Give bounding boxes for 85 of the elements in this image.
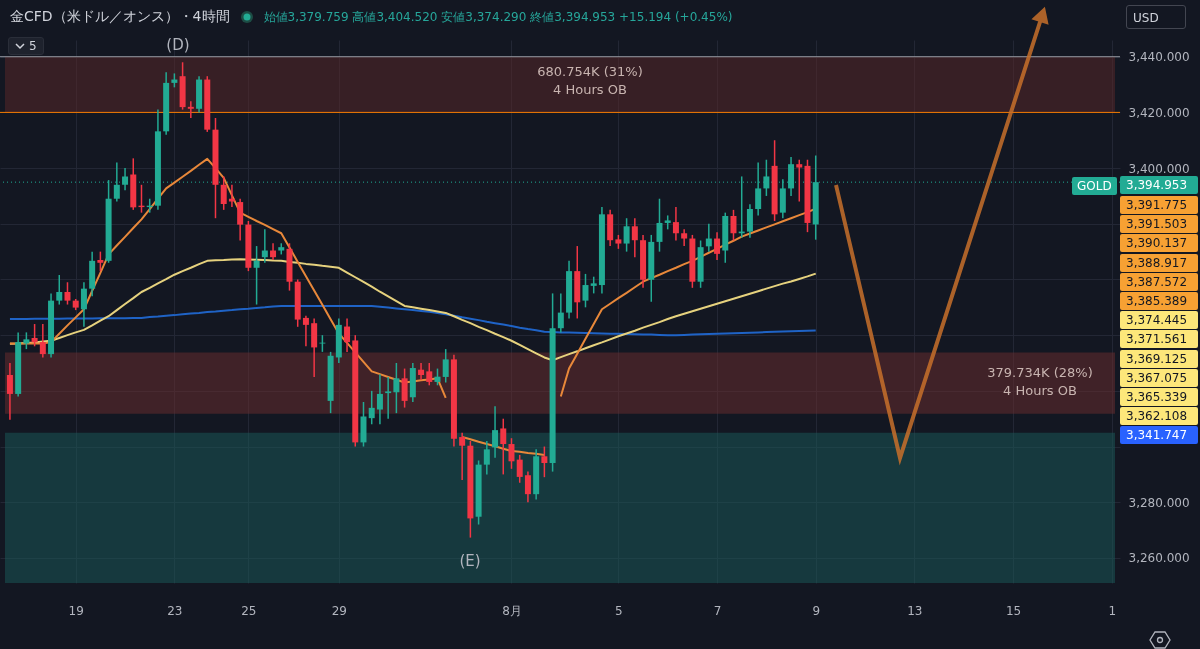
candlestick (656, 197, 663, 253)
x-tick-label: 13 (907, 603, 923, 618)
candlestick (228, 184, 235, 208)
candlestick (261, 228, 268, 264)
chart-subtitle: 始値3,379.759 高値3,404.520 安値3,374.290 終値3,394.953 +15.194 (+0.45%) (263, 8, 733, 26)
candlestick (97, 250, 104, 272)
candlestick (508, 437, 515, 470)
candlestick (541, 445, 548, 478)
text: 3,385.389 (1120, 292, 1198, 310)
candlestick (80, 281, 87, 328)
candlestick (187, 100, 194, 119)
candlestick (122, 167, 129, 192)
text: 3,387.572 (1120, 272, 1198, 291)
x-tick-label: 8月 (502, 603, 522, 618)
x-tick-label: 1 (1108, 603, 1117, 618)
candlestick (302, 314, 309, 348)
text: 3,391.775 (1120, 196, 1198, 214)
candlestick (500, 417, 507, 476)
candlestick (220, 175, 227, 211)
candlestick (582, 273, 589, 309)
y-tick-label: 3,420.000 (1128, 105, 1190, 120)
candlestick (56, 274, 63, 306)
band-label: 680.754K (31%) (537, 64, 643, 79)
annotation: (E) (459, 552, 481, 570)
text: 3,374.445 (1120, 311, 1198, 330)
candlestick (442, 348, 449, 384)
candlestick (393, 362, 400, 414)
text: 3,388.917 (1120, 253, 1198, 272)
candlestick (459, 431, 466, 481)
x-tick-label: 7 (713, 603, 722, 618)
candlestick (368, 390, 375, 426)
candlestick (730, 209, 737, 242)
candlestick (631, 217, 638, 258)
line-series (8, 304, 817, 337)
annotation: 4 Hours OB (1003, 382, 1077, 398)
candlestick (6, 362, 13, 421)
candlestick (672, 206, 679, 242)
candlestick (385, 376, 392, 420)
candlestick (483, 440, 490, 476)
y-tick-label: 3,260.000 (1128, 551, 1190, 566)
x-tick-label: 9 (812, 603, 821, 618)
x-tick-label: 5 (615, 603, 623, 618)
candlestick (623, 217, 630, 253)
candlestick (64, 281, 71, 306)
text: 3,367.075 (1120, 368, 1198, 387)
candlestick (418, 362, 425, 381)
candlestick (524, 470, 531, 503)
y-tick-label: 3,280.000 (1128, 495, 1190, 510)
ref-line-label: GOLD (1072, 177, 1117, 196)
candlestick (237, 197, 244, 242)
text: 3,369.125 (1120, 349, 1198, 368)
text: 3,371.561 (1120, 330, 1198, 349)
text: 3,390.137 (1120, 234, 1198, 253)
candlestick (714, 231, 721, 261)
x-tick-label: 15 (1005, 603, 1022, 618)
text: 3,362.108 (1120, 407, 1198, 426)
candlestick (492, 405, 499, 459)
x-tick-label: 25 (241, 603, 257, 618)
annotation: 4 Hours OB (553, 81, 627, 97)
y-tick-label: 3,440.000 (1128, 50, 1190, 65)
y-tick-label: 3,400.000 (1128, 161, 1190, 176)
text: USD (1126, 5, 1186, 29)
chart-title: 金CFD（米ドル／オンス）・4時間 (10, 8, 230, 26)
annotation: 5 (8, 37, 44, 55)
text: 3,365.339 (1120, 388, 1198, 406)
x-tick-label: 29 (331, 603, 347, 618)
candlestick (746, 203, 753, 239)
candlestick (516, 454, 523, 484)
x-tick-label: 19 (68, 603, 84, 618)
text: 3,391.503 (1120, 215, 1198, 234)
candlestick (401, 367, 408, 409)
candlestick (426, 362, 433, 387)
text: 3,394.953 (1120, 176, 1198, 194)
candlestick (763, 158, 770, 197)
x-tick-label: 23 (167, 603, 183, 618)
candlestick (796, 158, 803, 203)
candlestick (31, 323, 38, 348)
candlestick (253, 245, 260, 306)
text: 3,341.747 (1120, 426, 1198, 445)
candlestick (376, 373, 383, 426)
band-label: 379.734K (28%) (987, 365, 1093, 380)
candlestick (557, 292, 564, 334)
annotation: (D) (166, 36, 190, 54)
candlestick (344, 317, 351, 353)
candlestick (39, 323, 46, 359)
